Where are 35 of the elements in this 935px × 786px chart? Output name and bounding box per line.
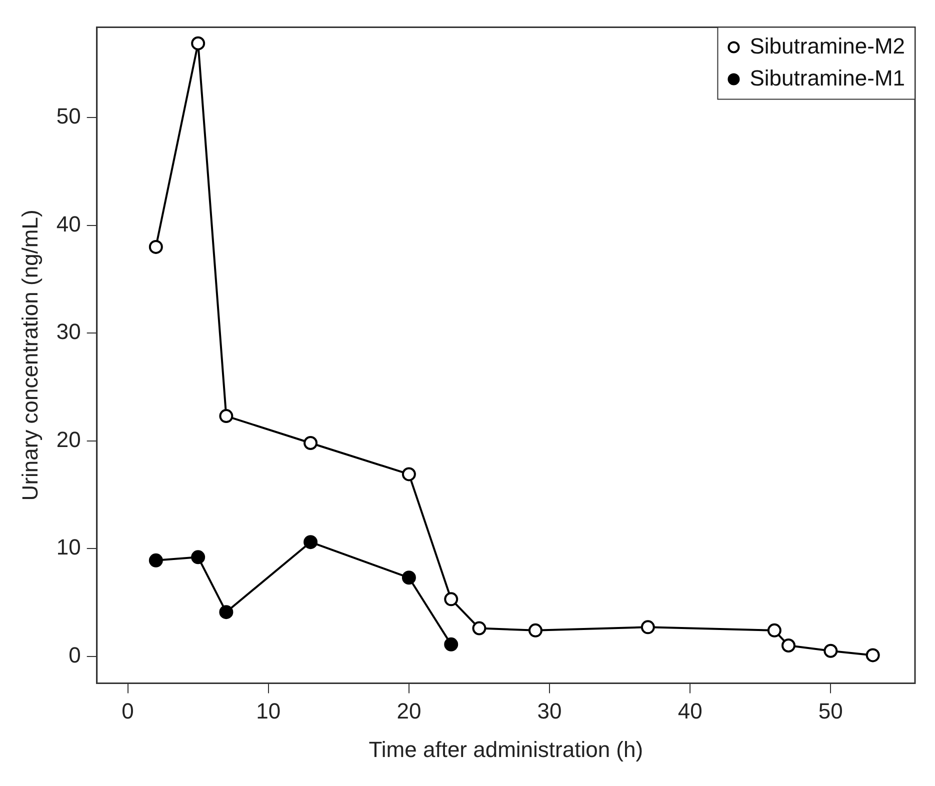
point [824, 644, 838, 658]
point [304, 436, 318, 450]
point [640, 620, 655, 634]
point [148, 240, 163, 254]
legend-label: Sibutramine-M1 [750, 65, 906, 90]
y-axis-title: Urinary concentration (ng/mL) [17, 210, 42, 501]
point [191, 550, 206, 564]
x-tick-label: 20 [396, 698, 422, 724]
point [767, 623, 782, 638]
y-tick-label: 30 [56, 319, 81, 344]
point [528, 623, 542, 638]
point [219, 605, 234, 620]
y-tick-label: 50 [56, 104, 81, 129]
x-tick-label: 50 [818, 698, 843, 724]
x-tick-label: 10 [256, 698, 281, 724]
x-axis-title: Time after administration (h) [368, 736, 644, 762]
point [866, 648, 880, 662]
point [191, 36, 206, 50]
point [444, 592, 458, 606]
x-tick-label: 30 [537, 698, 562, 724]
point [472, 621, 486, 636]
point [402, 467, 416, 482]
y-tick-label: 20 [56, 426, 81, 452]
y-tick-label: 40 [56, 211, 81, 236]
point [304, 535, 318, 550]
legend-label: Sibutramine-M2 [750, 33, 906, 58]
point [402, 570, 416, 585]
point [781, 638, 796, 652]
x-tick-label: 40 [678, 698, 702, 724]
point [148, 553, 163, 568]
point [444, 637, 458, 652]
y-tick-label: 10 [56, 534, 81, 560]
y-tick-label: 0 [68, 642, 81, 668]
x-tick-label: 0 [122, 698, 134, 724]
point [219, 409, 234, 424]
